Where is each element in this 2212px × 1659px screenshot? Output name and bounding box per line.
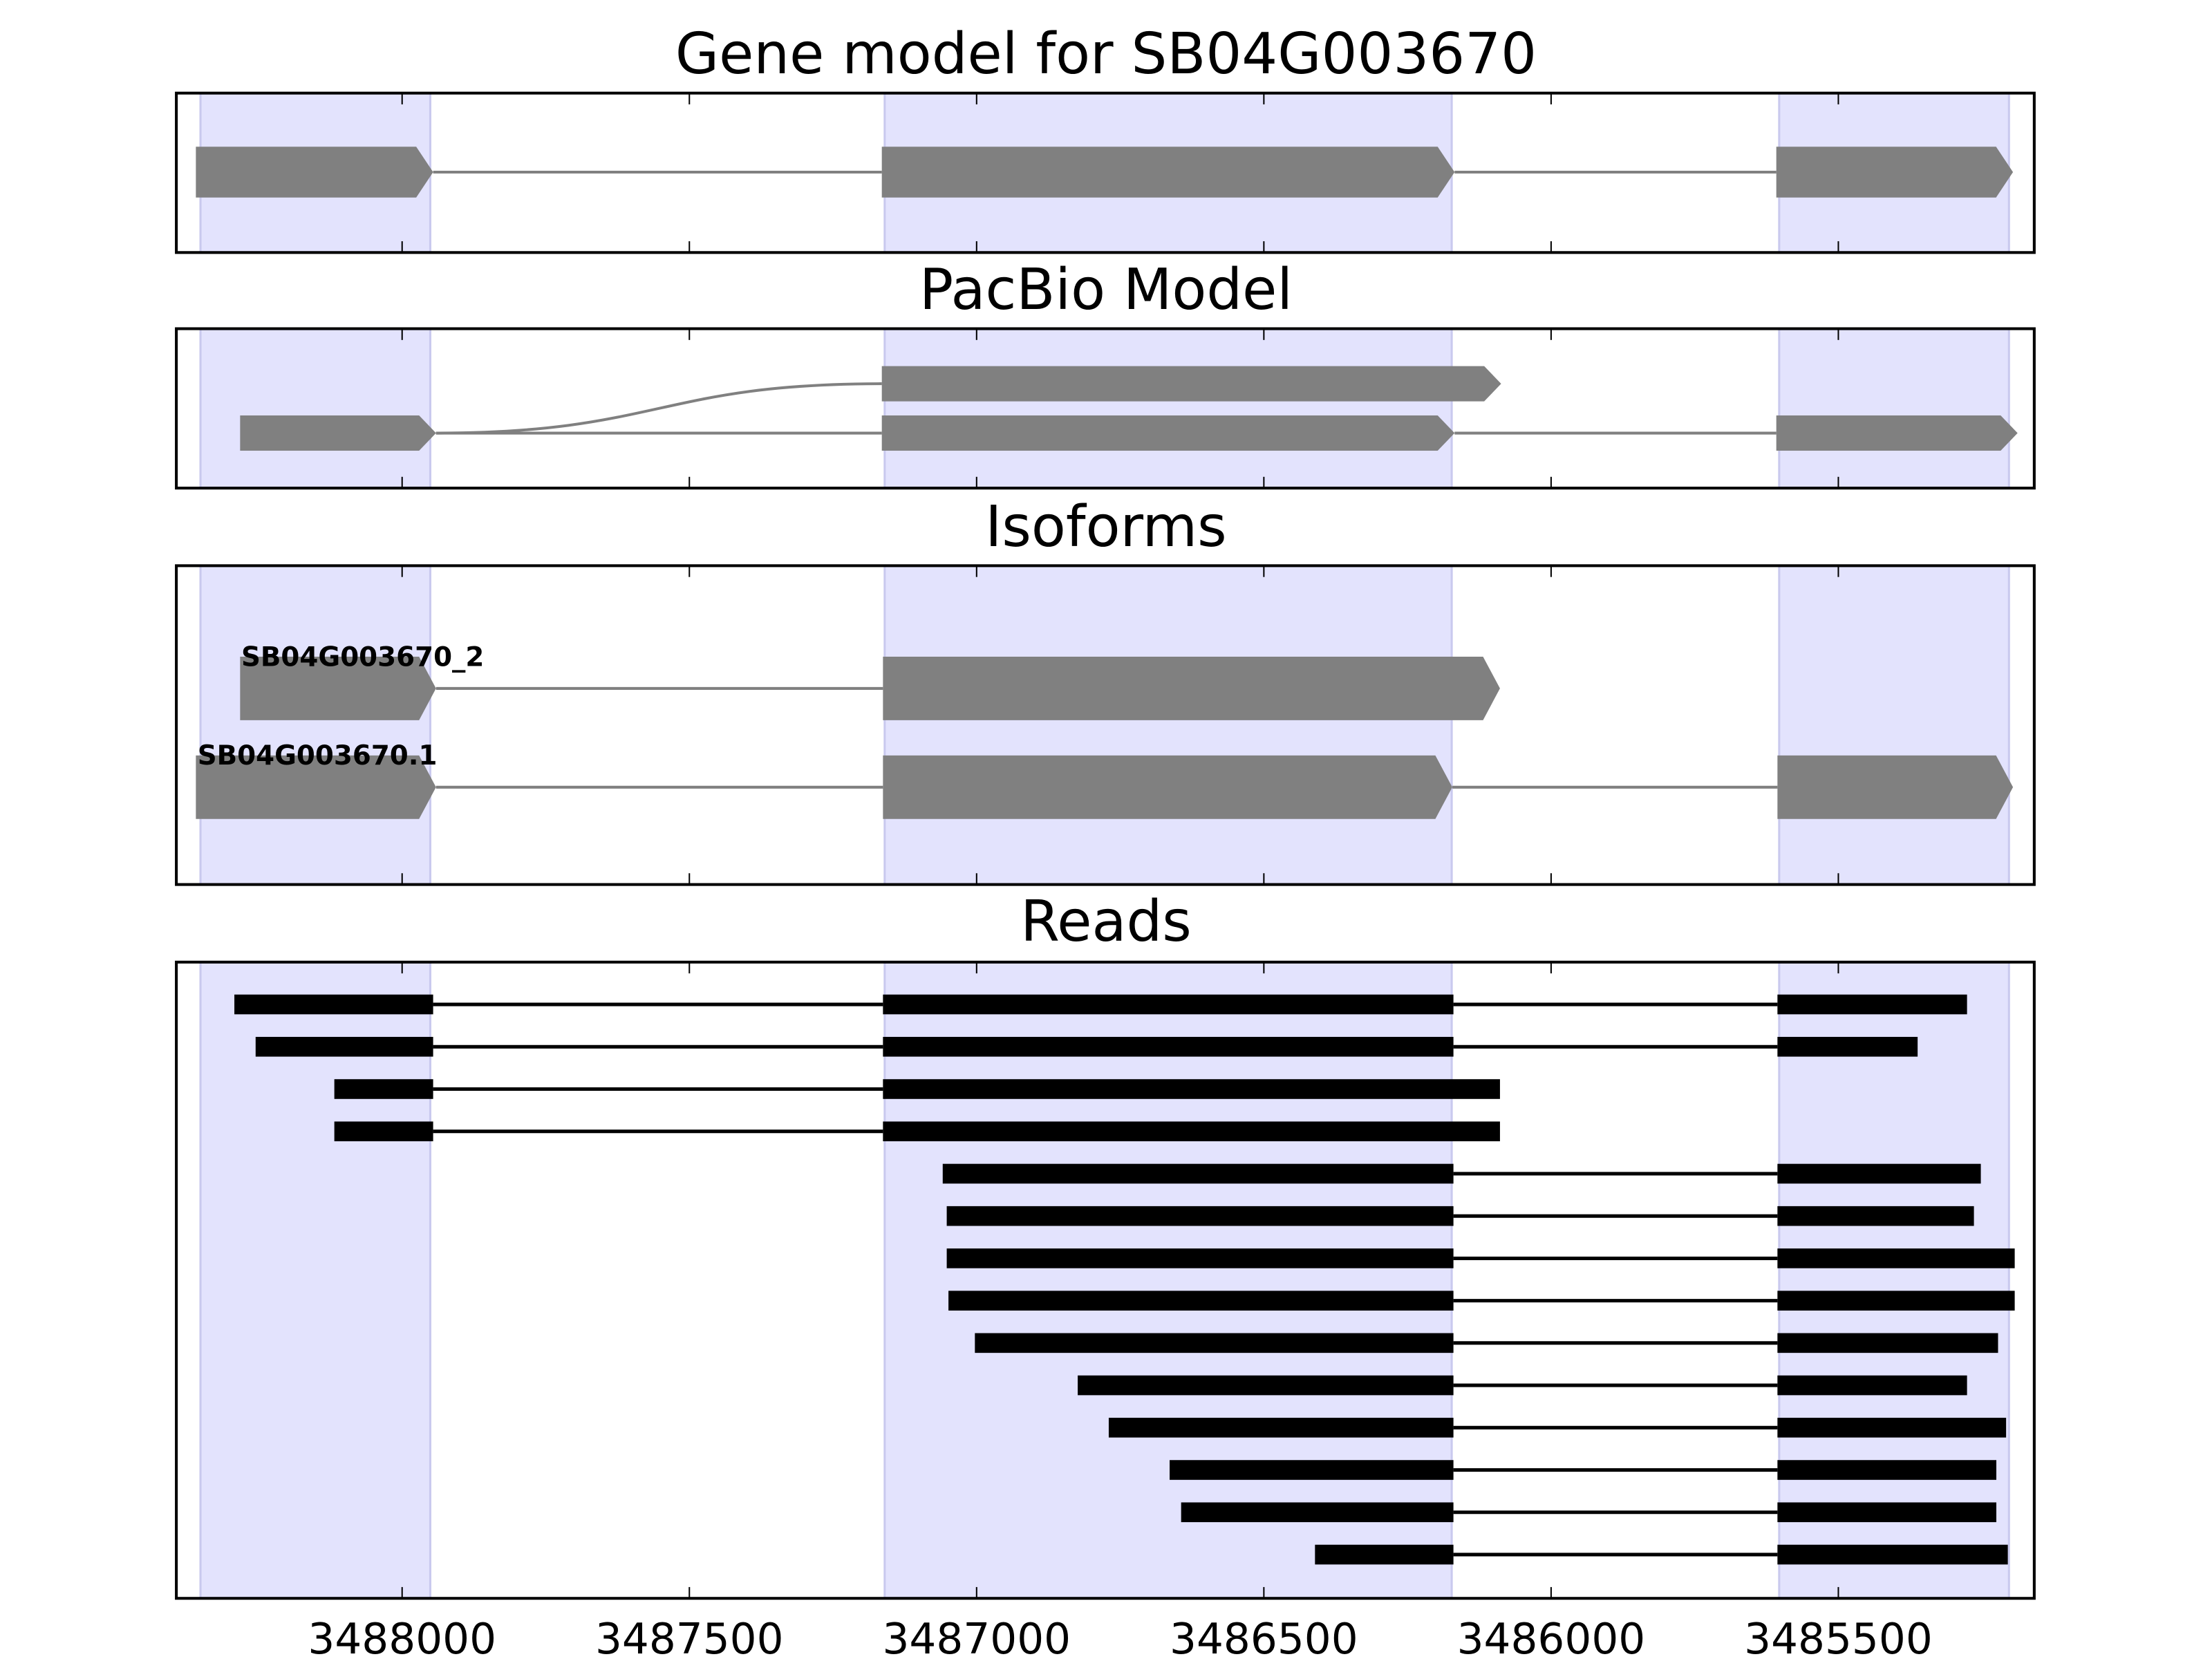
- read-block: [1777, 1163, 1981, 1184]
- read-block: [975, 1333, 1454, 1353]
- read-block: [946, 1206, 1454, 1226]
- x-tick-label: 3488000: [308, 1615, 496, 1659]
- read-block: [1181, 1502, 1454, 1523]
- read-block: [942, 1163, 1454, 1184]
- panel-frame: [175, 327, 2036, 490]
- read-block: [883, 994, 1454, 1015]
- pacbio-model-exon: [881, 415, 1455, 451]
- read-block: [1777, 1206, 1974, 1226]
- panel-title-pacbio-model: PacBio Model: [919, 257, 1293, 323]
- read-block: [334, 1079, 433, 1099]
- panel-frame: [175, 91, 2036, 254]
- read-block: [1777, 1291, 2015, 1311]
- isoform-1-exon: [1777, 755, 2014, 819]
- read-block: [1777, 1418, 2007, 1438]
- exon-shaded-region: [199, 327, 431, 489]
- read-block: [255, 1037, 433, 1057]
- pacbio-branch-intron: [435, 382, 882, 435]
- exon-shaded-region: [199, 961, 431, 1600]
- read-block: [1777, 1502, 1997, 1523]
- pacbio-model-exon: [1776, 415, 2018, 451]
- read-block: [1170, 1460, 1454, 1480]
- x-tick-label: 3487000: [882, 1615, 1071, 1659]
- x-tick-label: 3485500: [1744, 1615, 1933, 1659]
- isoform-label-1: SB04G003670.1: [198, 740, 438, 771]
- x-tick-label: 3487500: [595, 1615, 784, 1659]
- x-tick-label: 3486000: [1457, 1615, 1646, 1659]
- read-block: [234, 994, 433, 1015]
- exon-shaded-region: [883, 327, 1453, 489]
- panel-title-gene-model: Gene model for SB04G003670: [675, 21, 1537, 87]
- read-block: [883, 1037, 1454, 1057]
- panel-frame: [175, 960, 2036, 1600]
- isoform-2-exon: [883, 657, 1500, 720]
- read-block: [1108, 1418, 1454, 1438]
- panel-frame: [175, 564, 2036, 886]
- isoform-label-2: SB04G003670_2: [241, 641, 484, 673]
- exon-shaded-region: [199, 564, 431, 886]
- panel-title-reads: Reads: [1020, 889, 1192, 955]
- read-block: [334, 1121, 433, 1142]
- read-block: [946, 1248, 1454, 1268]
- read-block: [948, 1291, 1454, 1311]
- isoform-1-exon: [196, 755, 436, 819]
- gene-model-exon: [1776, 147, 2014, 198]
- read-block: [1777, 1460, 1997, 1480]
- read-block: [1777, 1037, 1918, 1057]
- read-block: [1777, 1375, 1967, 1396]
- exon-shaded-region: [883, 961, 1453, 1600]
- exon-shaded-region: [1778, 327, 2010, 489]
- read-block: [1777, 1544, 2008, 1565]
- read-block: [883, 1079, 1500, 1099]
- panel-title-isoforms: Isoforms: [985, 494, 1226, 560]
- read-block: [1777, 1248, 2015, 1268]
- pacbio-model-exon: [240, 415, 436, 451]
- read-block: [1078, 1375, 1454, 1396]
- exon-shaded-region: [883, 564, 1453, 886]
- exon-shaded-region: [1778, 564, 2010, 886]
- read-block: [1777, 1333, 1998, 1353]
- read-block: [1315, 1544, 1454, 1565]
- isoform-1-exon: [883, 755, 1452, 819]
- exon-shaded-region: [1778, 961, 2010, 1600]
- read-block: [883, 1121, 1500, 1142]
- gene-model-exon: [881, 147, 1455, 198]
- pacbio-upper-exon: [881, 366, 1501, 402]
- read-block: [1777, 994, 1967, 1015]
- isoform-2-exon: [240, 657, 436, 720]
- gene-model-exon: [196, 147, 433, 198]
- x-tick-label: 3486500: [1170, 1615, 1358, 1659]
